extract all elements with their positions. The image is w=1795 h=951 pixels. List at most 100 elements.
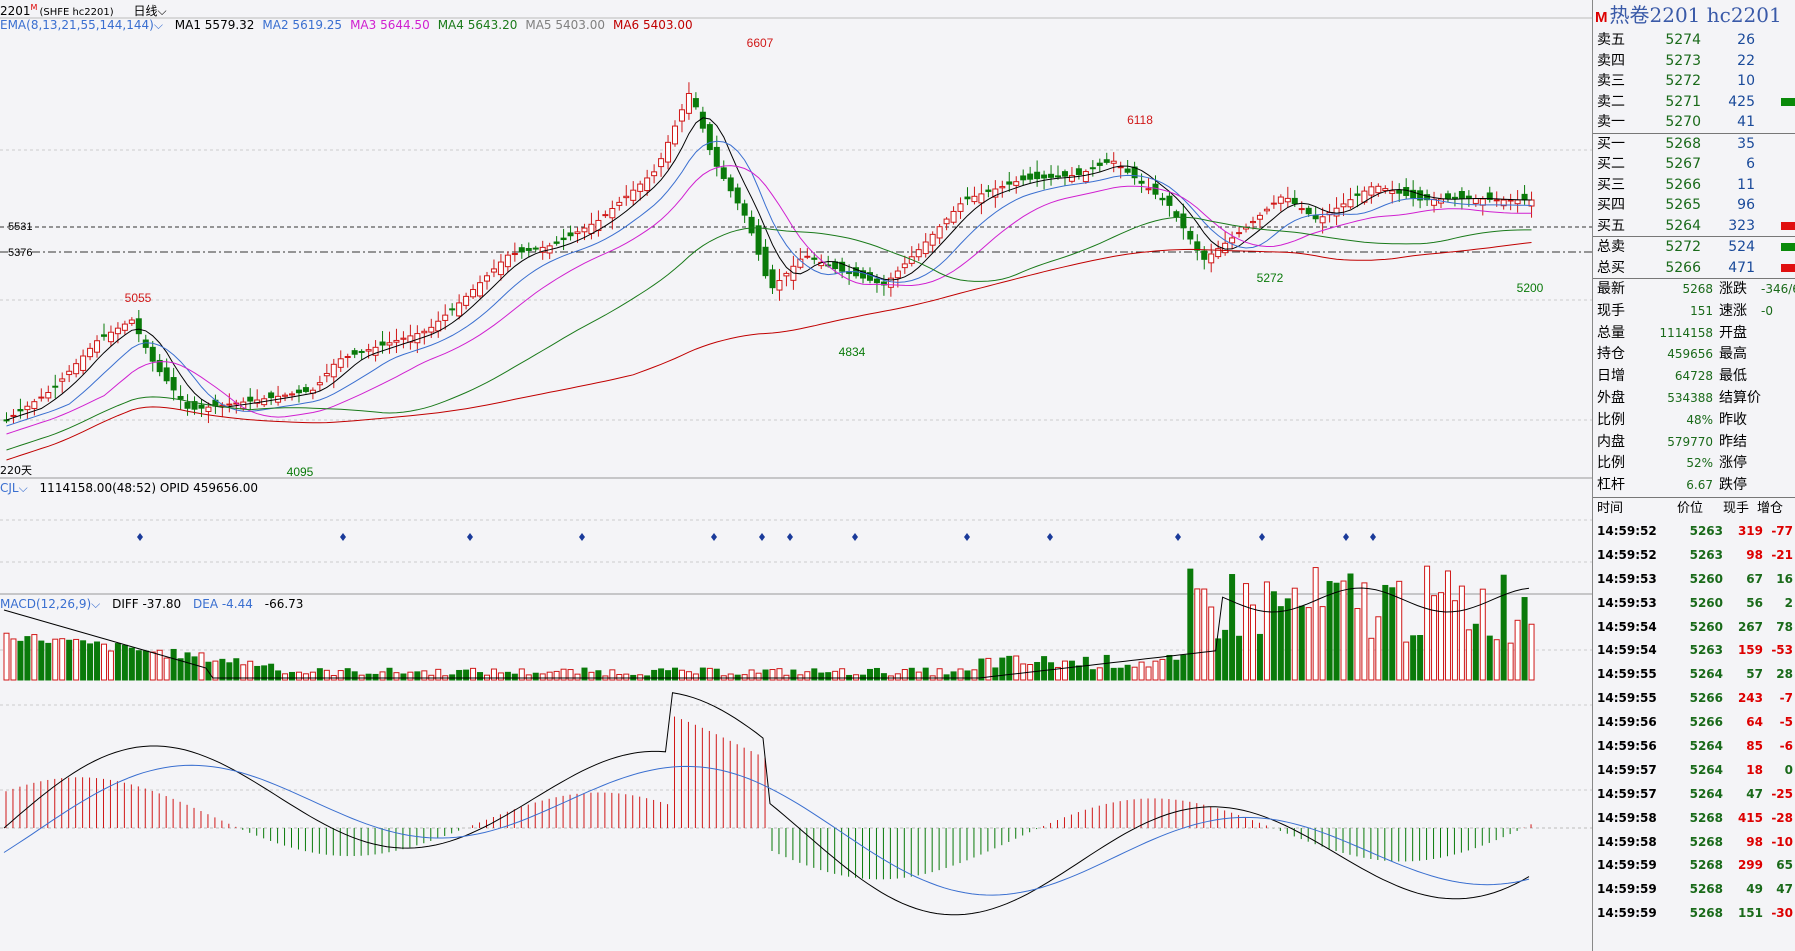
stat-row: 总量 1114158 开盘 (1593, 323, 1795, 345)
cjl-label[interactable]: CJL (0, 481, 19, 495)
orderbook-row[interactable]: 总买 5266 471 (1593, 258, 1795, 279)
stat-label: 跌停 (1719, 477, 1747, 494)
orderbook-row[interactable]: 买一 5268 35 (1593, 134, 1795, 155)
volume-bar (825, 672, 832, 681)
candle-body (665, 141, 672, 163)
tick-oi-change: -25 (1771, 786, 1793, 801)
candle-body (692, 98, 699, 108)
tick-row[interactable]: 14:59:53 5260 67 16 (1593, 568, 1795, 592)
event-marker (137, 533, 143, 541)
candle-body (1305, 207, 1312, 215)
stat-value: 579770 (1667, 434, 1713, 449)
candle-body (94, 340, 101, 353)
tick-row[interactable]: 14:59:56 5266 64 -5 (1593, 711, 1795, 735)
volume-bar (706, 667, 713, 681)
volume-bar (658, 668, 665, 681)
tick-row[interactable]: 14:59:59 5268 151 -30 (1593, 902, 1795, 926)
stat-value: 5268 (1682, 282, 1713, 296)
volume-bar (1305, 607, 1312, 681)
volume-bar (1249, 604, 1256, 681)
tick-time: 14:59:59 (1597, 882, 1657, 897)
col-price: 价位 (1677, 500, 1704, 516)
orderbook-row[interactable]: 卖四 5273 22 (1593, 51, 1795, 72)
tick-row[interactable]: 14:59:53 5260 56 2 (1593, 592, 1795, 616)
tick-oi-change: -53 (1771, 643, 1793, 658)
chevron-down-icon[interactable]: ⌵ (18, 481, 28, 495)
volume-bar (560, 668, 567, 681)
tick-row[interactable]: 14:59:59 5268 299 65 (1593, 854, 1795, 878)
event-marker (467, 533, 473, 541)
tick-row[interactable]: 14:59:58 5268 415 -28 (1593, 807, 1795, 831)
orderbook-row[interactable]: 买五 5264 323 (1593, 216, 1795, 237)
tick-oi-change: -21 (1771, 547, 1793, 562)
stat-label: 最低 (1719, 368, 1747, 385)
level-price: 5270 (1665, 114, 1701, 130)
tick-row[interactable]: 14:59:56 5264 85 -6 (1593, 735, 1795, 759)
stat-row: 内盘 579770 昨结 (1593, 432, 1795, 454)
tick-time: 14:59:59 (1597, 906, 1657, 921)
tick-row[interactable]: 14:59:57 5264 47 -25 (1593, 783, 1795, 807)
orderbook-row[interactable]: 总卖 5272 524 (1593, 237, 1795, 258)
volume-bar (449, 674, 456, 681)
volume-bar (588, 671, 595, 681)
candle-body (1514, 199, 1521, 205)
kline-chart-canvas[interactable]: 6607 6118 5055 4834 4095 5272 5200 5531 5376 (0, 0, 1592, 951)
volume-header[interactable]: CJL⌵ 1114158.00(48:52) OPID 459656.00 (0, 480, 266, 496)
volume-bar (1368, 637, 1375, 681)
candle-body (776, 280, 783, 291)
volume-bar (66, 639, 73, 681)
tick-row[interactable]: 14:59:55 5264 57 28 (1593, 663, 1795, 687)
tick-price: 5260 (1689, 571, 1723, 586)
volume-bar (762, 669, 769, 681)
volume-bar (1514, 619, 1521, 681)
chevron-down-icon[interactable]: ⌵ (153, 18, 163, 32)
candle-body (10, 414, 17, 417)
volume-bar (1020, 663, 1027, 681)
macd-header[interactable]: MACD(12,26,9)⌵ DIFF -37.80 DEA -4.44 -66… (0, 596, 311, 612)
volume-bar (435, 668, 442, 681)
candle-body (678, 109, 685, 122)
tick-oi-change: 2 (1784, 595, 1793, 610)
candle-body (414, 333, 421, 344)
tick-row[interactable]: 14:59:57 5264 18 0 (1593, 759, 1795, 783)
volume-bar (163, 657, 170, 681)
chevron-down-icon: ⌵ (157, 4, 167, 18)
volume-bar (797, 674, 804, 681)
tick-row[interactable]: 14:59:58 5268 98 -10 (1593, 831, 1795, 855)
volume-bar (950, 671, 957, 681)
ema-label[interactable]: EMA(8,13,21,55,144,144) (0, 18, 154, 32)
volume-bar (713, 668, 720, 681)
tick-row[interactable]: 14:59:59 5268 49 47 (1593, 878, 1795, 902)
level-label: 卖五 (1597, 32, 1625, 48)
candle-body (929, 233, 936, 246)
candle-body (1382, 188, 1389, 192)
candle-body (999, 186, 1006, 189)
tick-price: 5268 (1689, 906, 1723, 921)
volume-bar (1500, 574, 1507, 681)
orderbook-row[interactable]: 卖一 5270 41 (1593, 112, 1795, 133)
volume-bar (1055, 666, 1062, 681)
tick-oi-change: -5 (1779, 715, 1793, 730)
tick-row[interactable]: 14:59:54 5263 159 -53 (1593, 639, 1795, 663)
volume-bar (1041, 656, 1048, 681)
kline-chart-area[interactable]: 6607 6118 5055 4834 4095 5272 5200 5531 5376 220… (0, 0, 1592, 951)
ma-indicator-header[interactable]: EMA(8,13,21,55,144,144)⌵ MA1 5579.32 MA2 … (0, 17, 701, 33)
orderbook-row[interactable]: 买三 5266 11 (1593, 175, 1795, 196)
tick-list[interactable]: 14:59:52 5263 319 -77 14:59:52 5263 98 -2… (1593, 520, 1795, 926)
tick-row[interactable]: 14:59:54 5260 267 78 (1593, 616, 1795, 640)
chevron-down-icon[interactable]: ⌵ (91, 597, 101, 611)
orderbook-row[interactable]: 卖五 5274 26 (1593, 30, 1795, 51)
candle-body (449, 308, 456, 311)
volume-bar (790, 669, 797, 681)
orderbook-row[interactable]: 买二 5267 6 (1593, 154, 1795, 175)
moving-average-line (6, 117, 1532, 421)
orderbook-row[interactable]: 卖二 5271 425 (1593, 92, 1795, 113)
tick-row[interactable]: 14:59:52 5263 98 -21 (1593, 544, 1795, 568)
period-dropdown[interactable]: 日线⌵ (133, 4, 167, 18)
tick-oi-change: 16 (1776, 571, 1793, 586)
orderbook-row[interactable]: 卖三 5272 10 (1593, 71, 1795, 92)
tick-row[interactable]: 14:59:52 5263 319 -77 (1593, 520, 1795, 544)
tick-row[interactable]: 14:59:55 5266 243 -7 (1593, 687, 1795, 711)
orderbook-row[interactable]: 买四 5265 96 (1593, 195, 1795, 216)
macd-label[interactable]: MACD(12,26,9) (0, 597, 92, 611)
